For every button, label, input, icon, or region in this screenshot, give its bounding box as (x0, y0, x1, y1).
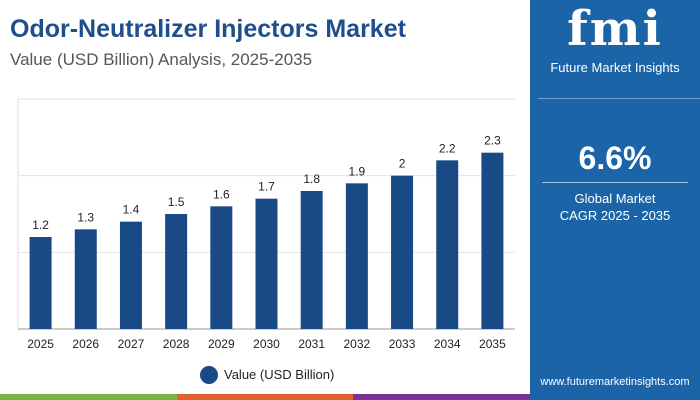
legend: Value (USD Billion) (200, 366, 334, 384)
divider (538, 98, 700, 99)
bar (300, 191, 323, 329)
data-label: 2 (399, 157, 406, 171)
data-label: 2.2 (439, 141, 456, 155)
footer-color-strip (0, 394, 531, 400)
strip-segment (353, 394, 531, 400)
legend-label: Value (USD Billion) (224, 367, 335, 382)
bar (119, 221, 142, 329)
x-tick-label: 2034 (434, 337, 461, 351)
bar (29, 237, 52, 329)
x-tick-label: 2028 (163, 337, 190, 351)
data-label: 2.3 (484, 134, 501, 148)
bar (255, 198, 278, 329)
data-label: 1.2 (32, 218, 49, 232)
bar (210, 206, 233, 329)
x-tick-label: 2026 (72, 337, 99, 351)
chart-subtitle: Value (USD Billion) Analysis, 2025-2035 (10, 50, 313, 69)
website-link[interactable]: www.futuremarketinsights.com (540, 376, 690, 388)
data-label: 1.7 (258, 180, 275, 194)
brand-name: Future Market Insights (550, 60, 680, 75)
x-tick-label: 2030 (253, 337, 280, 351)
x-tick-label: 2031 (298, 337, 325, 351)
bar (345, 183, 368, 329)
x-tick-label: 2025 (27, 337, 54, 351)
bar (436, 160, 459, 329)
x-tick-label: 2027 (118, 337, 145, 351)
cagr-label: Global Market CAGR 2025 - 2035 (530, 190, 700, 224)
x-tick-label: 2032 (344, 337, 371, 351)
data-label: 1.6 (213, 187, 230, 201)
divider (542, 182, 688, 183)
x-tick-label: 2033 (389, 337, 416, 351)
cagr-label-line2: CAGR 2025 - 2035 (559, 208, 671, 223)
bar (481, 152, 504, 329)
data-label: 1.8 (303, 172, 320, 186)
fmi-logo: fmi (567, 1, 663, 57)
bar (165, 214, 188, 329)
x-tick-label: 2029 (208, 337, 235, 351)
info-panel: fmi Future Market Insights 6.6% Global M… (530, 0, 700, 400)
cagr-label-line1: Global Market (574, 191, 656, 206)
bar-chart: 1.2 2025 1.3 2026 1.4 2027 1.5 2028 1.6 2029 1.7 20… (17, 98, 515, 351)
data-label: 1.5 (168, 195, 185, 209)
cagr-value: 6.6% (578, 140, 652, 176)
x-tick-label: 2035 (479, 337, 506, 351)
strip-segment (0, 394, 177, 400)
legend-swatch (200, 366, 218, 384)
chart-title: Odor-Neutralizer Injectors Market (10, 15, 406, 43)
data-label: 1.3 (77, 210, 94, 224)
data-label: 1.9 (349, 164, 366, 178)
data-label: 1.4 (123, 203, 140, 217)
strip-segment (176, 394, 354, 400)
bar (74, 229, 97, 329)
bar (391, 175, 414, 329)
